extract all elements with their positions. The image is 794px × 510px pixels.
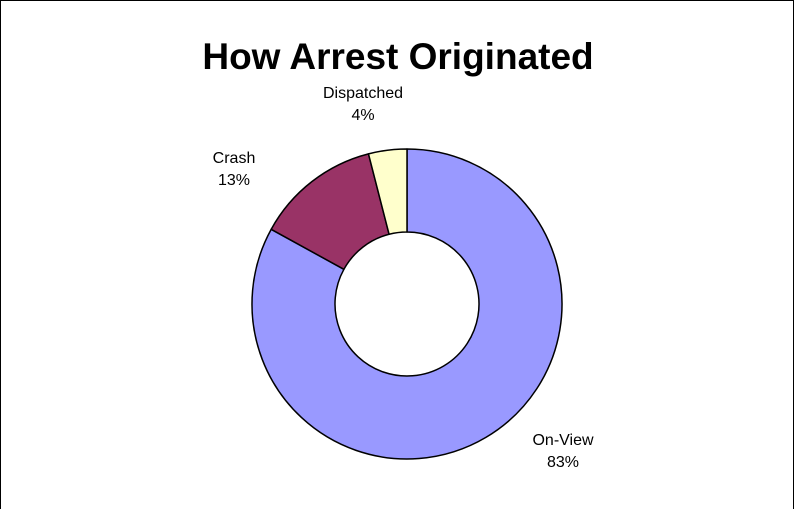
slice-dispatched xyxy=(367,148,408,236)
chart-title: How Arrest Originated xyxy=(202,36,594,77)
slice-label-name: On-View xyxy=(532,432,594,449)
slices-group xyxy=(251,148,563,460)
slice-label-percent: 13% xyxy=(218,172,250,189)
slice-label-name: Crash xyxy=(213,150,256,167)
slice-on-view xyxy=(251,148,563,460)
labels-group: On-View 83% Crash 13% Dispatched 4% xyxy=(213,85,594,471)
slice-label-name: Dispatched xyxy=(323,85,403,102)
slice-label-percent: 83% xyxy=(547,454,579,471)
slice-label-percent: 4% xyxy=(351,107,374,124)
